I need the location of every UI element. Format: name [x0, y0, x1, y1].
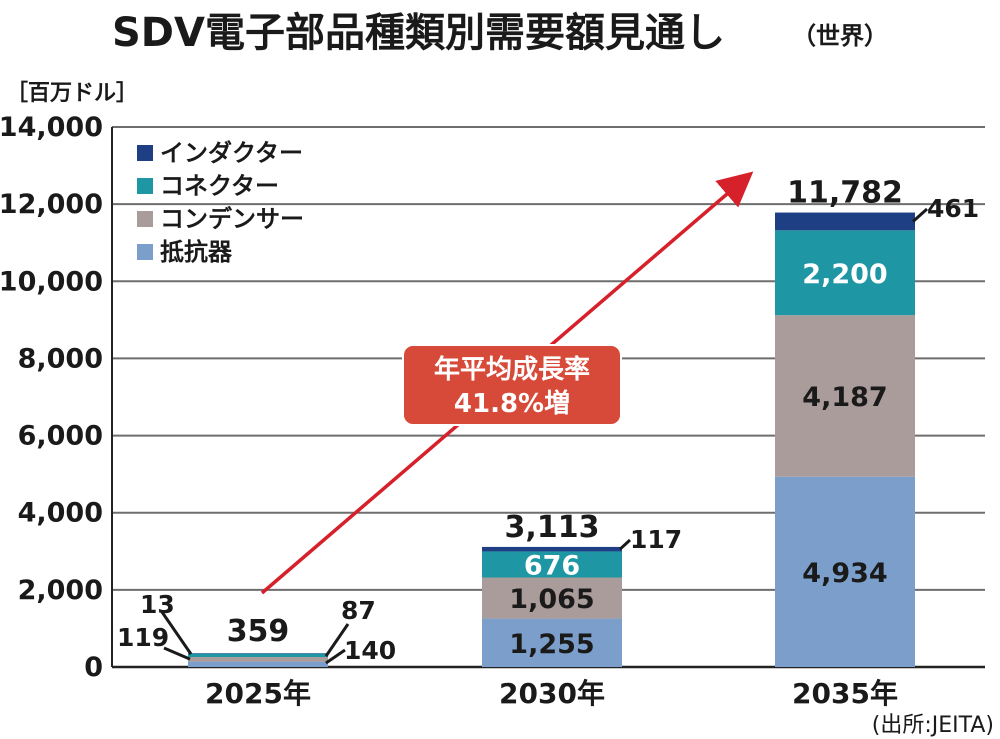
bar-segment [775, 476, 915, 667]
chart-title: SDV電子部品種類別需要額見通し [112, 10, 725, 56]
source-note: (出所:JEITA) [872, 713, 994, 738]
y-tick-label: 6,000 [18, 421, 103, 452]
bar-segment [188, 657, 328, 662]
x-category-label: 2025年 [205, 677, 311, 710]
legend-label: コンデンサー [160, 205, 304, 233]
leader-line [912, 207, 928, 223]
legend-swatch [137, 244, 153, 260]
bar-segment [188, 661, 328, 667]
data-label: 117 [630, 525, 682, 554]
y-tick-label: 0 [84, 652, 103, 683]
data-label: 13 [140, 590, 175, 619]
data-label: 1,065 [509, 584, 594, 615]
legend-swatch [137, 211, 153, 227]
y-axis: 0 2,000 4,000 6,000 8,000 10,000 12,000 14,000 [0, 112, 113, 683]
legend-label: コネクター [160, 172, 279, 200]
growth-callout-line1: 年平均成長率 [434, 354, 590, 385]
total-label: 3,113 [505, 510, 600, 545]
y-tick-label: 10,000 [0, 266, 103, 297]
x-category-label: 2035年 [792, 677, 898, 710]
bar-segment [775, 315, 915, 477]
data-label: 1,255 [509, 629, 594, 660]
leader-line [160, 611, 193, 656]
growth-callout-line2: 41.8%増 [454, 389, 570, 419]
total-label: 11,782 [787, 176, 903, 211]
bar-segment [188, 653, 328, 658]
unit-label: ［百万ドル］ [6, 80, 138, 106]
y-tick-label: 14,000 [0, 112, 103, 143]
legend-label: インダクター [160, 139, 303, 167]
chart-subtitle: （世界） [792, 22, 888, 50]
leader-line [618, 538, 632, 551]
bar-segment [775, 230, 915, 316]
annotations: 年平均成長率 41.8%増 [260, 171, 754, 595]
y-tick-label: 2,000 [18, 575, 103, 606]
bar-segment [775, 212, 915, 231]
bar-segment [482, 577, 622, 619]
growth-callout-box [402, 344, 622, 426]
total-label: 359 [227, 614, 290, 649]
leader-line [163, 646, 191, 661]
y-tick-label: 8,000 [18, 343, 103, 374]
bar-segment [482, 546, 622, 552]
y-tick-label: 4,000 [18, 498, 103, 529]
data-label: 461 [927, 194, 979, 223]
bar-segment [482, 551, 622, 578]
data-label: 4,187 [802, 382, 887, 413]
legend-swatch [137, 145, 153, 161]
data-label: 140 [344, 636, 396, 665]
y-tick-label: 12,000 [0, 189, 103, 220]
leader-line [325, 648, 346, 665]
data-label: 87 [341, 596, 376, 625]
legend-swatch [137, 178, 153, 194]
x-category-label: 2030年 [499, 677, 605, 710]
bar-segment [188, 653, 328, 654]
data-label: 676 [524, 550, 580, 581]
legend-label: 抵抗器 [160, 238, 233, 266]
data-label: 2,200 [802, 259, 887, 290]
leader-line [324, 623, 350, 657]
data-label: 4,934 [802, 558, 887, 589]
data-label: 119 [117, 623, 169, 652]
bar-segment [482, 618, 622, 667]
